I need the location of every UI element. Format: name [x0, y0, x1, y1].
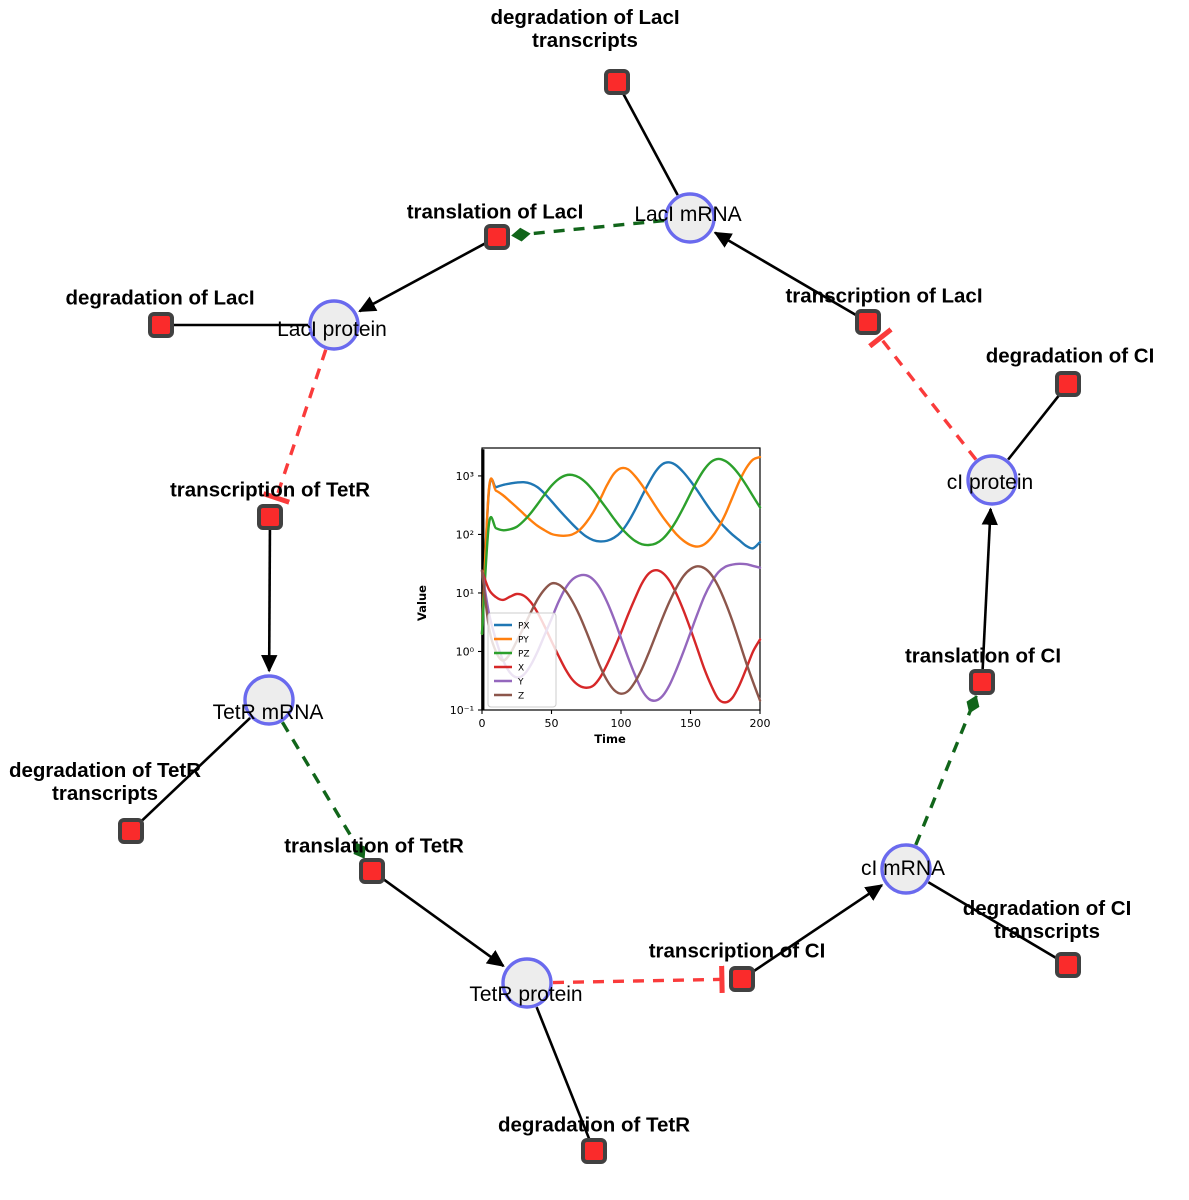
edge-plain-deg_laci_tx-to-laci_mrna — [622, 92, 679, 196]
edge-inhibition-ci_prot-to-tsc_laci — [868, 327, 978, 461]
edge-plain-deg_ci-to-ci_prot — [1007, 393, 1061, 461]
edge-catalysis-laci_mrna-to-trl_laci — [511, 218, 665, 242]
legend-box — [487, 612, 557, 708]
reaction-node-tsc_laci[interactable] — [855, 309, 881, 335]
reaction-node-trl_tetr[interactable] — [359, 858, 385, 884]
edge-plain-tetr_mrna-to-deg_tetr_tx — [139, 716, 252, 823]
x-axis-label: Time — [594, 732, 626, 746]
y-tick-label-4: 10³ — [456, 470, 474, 483]
y-axis-label: Value — [415, 585, 429, 621]
edge-catalysis-tetr_mrna-to-trl_tetr — [280, 721, 366, 860]
reaction-label-deg_tetr: degradation of TetR — [497, 1113, 691, 1137]
reaction-label-deg_laci: degradation of LacI — [65, 286, 255, 310]
species-node-ci_mrna[interactable] — [880, 843, 932, 895]
x-tick-label-1: 50 — [545, 717, 559, 730]
y-tick-label-1: 10⁰ — [456, 645, 475, 658]
reaction-node-deg_tetr[interactable] — [581, 1138, 607, 1164]
reaction-label-deg_ci: degradation of CI — [985, 344, 1155, 368]
reaction-label-tsc_ci: transcription of CI — [648, 939, 826, 963]
reaction-label-deg_tetr_tx: degradation of TetR transcripts — [8, 759, 202, 805]
reaction-node-tsc_ci[interactable] — [729, 966, 755, 992]
y-tick-label-3: 10² — [456, 528, 474, 541]
species-node-ci_prot[interactable] — [966, 454, 1018, 506]
x-tick-label-0: 0 — [479, 717, 486, 730]
edge-inhibition-tetr_prot-to-tsc_ci — [552, 965, 726, 994]
series-line-PY — [480, 455, 762, 636]
species-node-laci_prot[interactable] — [308, 299, 360, 351]
edge-plain-tsc_laci-to-laci_mrna — [713, 231, 858, 317]
x-tick-label-2: 100 — [611, 717, 632, 730]
reaction-label-tsc_tetr: transcription of TetR — [169, 478, 371, 502]
legend-label-Z: Z — [518, 691, 524, 701]
reaction-node-deg_laci[interactable] — [148, 312, 174, 338]
edge-catalysis-ci_mrna-to-trl_ci — [914, 695, 980, 846]
reaction-label-deg_laci_tx: degradation of LacI transcripts — [490, 6, 680, 52]
reaction-label-trl_ci: translation of CI — [904, 644, 1062, 668]
legend-label-Y: Y — [517, 677, 524, 687]
legend-label-PX: PX — [518, 621, 530, 631]
legend-label-PY: PY — [518, 635, 529, 645]
edge-plain-tsc_tetr-to-tetr_mrna — [261, 529, 278, 673]
edge-plain-trl_laci-to-laci_prot — [358, 242, 487, 313]
edge-inhibition-laci_prot-to-tsc_tetr — [262, 349, 328, 505]
edge-plain-tsc_ci-to-ci_mrna — [752, 884, 884, 973]
species-label-laci_prot: LacI protein — [277, 317, 387, 341]
x-tick-label-4: 200 — [750, 717, 771, 730]
species-node-tetr_mrna[interactable] — [243, 674, 295, 726]
series-line-PX — [480, 461, 762, 636]
edge-plain-tetr_prot-to-deg_tetr — [535, 1006, 591, 1140]
species-node-tetr_prot[interactable] — [501, 957, 553, 1009]
species-label-ci_mrna: cI mRNA — [861, 856, 945, 880]
species-label-tetr_mrna: TetR mRNA — [212, 700, 324, 724]
species-label-tetr_prot: TetR protein — [469, 982, 583, 1006]
timecourse-inset-plot: 0 50 100 150 200 10⁻¹ 10⁰ 10¹ 10² 10³ PX PY PZ X Y Z V… — [410, 438, 786, 758]
species-label-laci_mrna: LacI mRNA — [634, 202, 742, 226]
reaction-node-deg_tetr_tx[interactable] — [118, 818, 144, 844]
y-tick-label-0: 10⁻¹ — [450, 704, 474, 717]
reaction-label-tsc_laci: transcription of LacI — [785, 284, 983, 308]
x-tick-label-3: 150 — [680, 717, 701, 730]
reaction-node-trl_ci[interactable] — [969, 669, 995, 695]
y-tick-label-2: 10¹ — [456, 587, 474, 600]
edge-plain-trl_tetr-to-tetr_prot — [381, 877, 505, 968]
legend-label-PZ: PZ — [518, 649, 530, 659]
series-line-PZ — [480, 457, 762, 636]
species-node-laci_mrna[interactable] — [664, 192, 716, 244]
series-line-X — [480, 568, 762, 704]
edge-plain-ci_mrna-to-deg_ci_tx — [927, 881, 1058, 960]
reaction-node-deg_laci_tx[interactable] — [604, 69, 630, 95]
species-label-ci_prot: cI protein — [946, 470, 1034, 494]
legend-label-X: X — [518, 663, 524, 673]
reaction-node-trl_laci[interactable] — [484, 224, 510, 250]
reaction-label-trl_tetr: translation of TetR — [284, 834, 464, 858]
reaction-label-trl_laci: translation of LacI — [406, 200, 584, 224]
reaction-node-tsc_tetr[interactable] — [257, 504, 283, 530]
reaction-node-deg_ci_tx[interactable] — [1055, 952, 1081, 978]
reaction-label-deg_ci_tx: degradation of CI transcripts — [962, 897, 1132, 943]
reaction-node-deg_ci[interactable] — [1055, 371, 1081, 397]
edge-plain-trl_ci-to-ci_prot — [981, 507, 998, 670]
